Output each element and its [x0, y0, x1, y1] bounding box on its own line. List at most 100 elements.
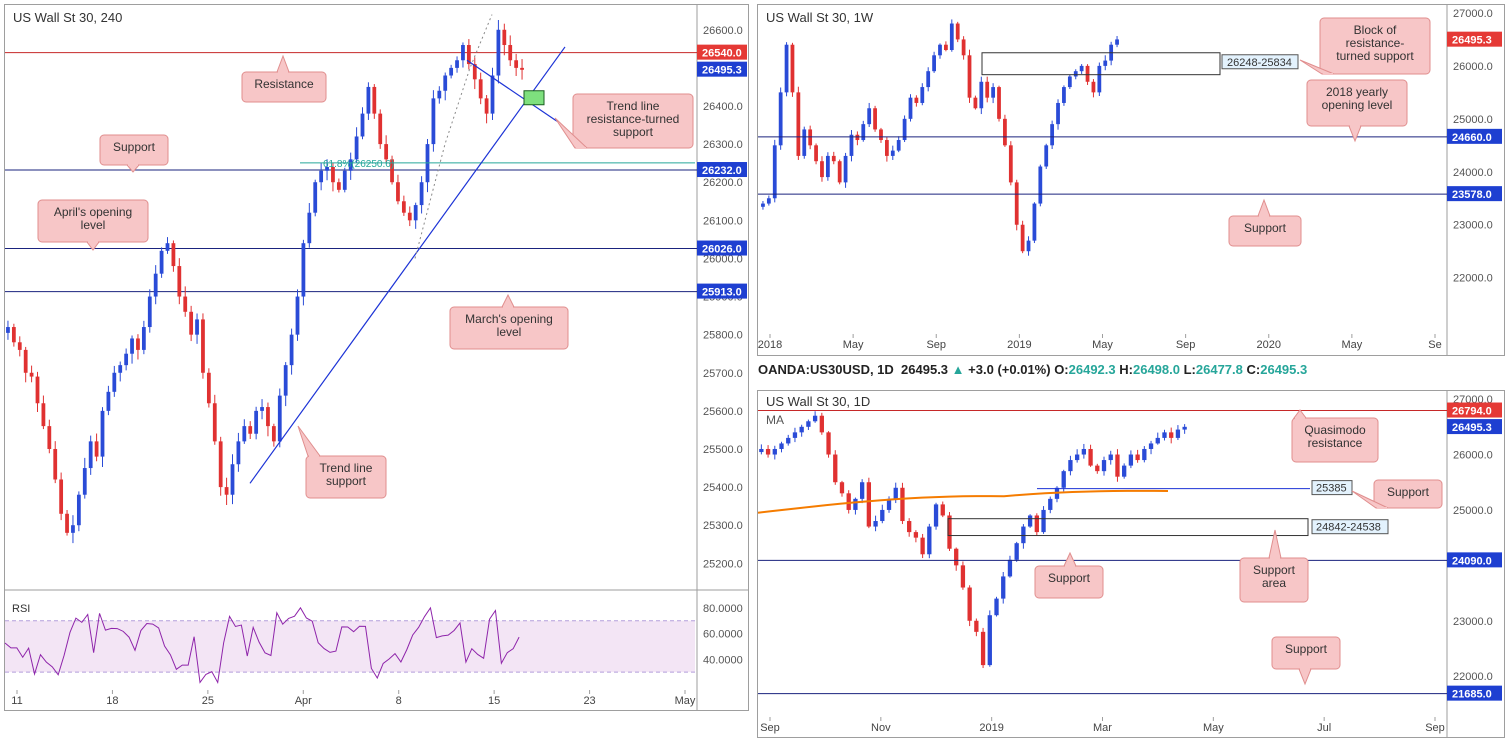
y-tick-label: 26400.0 — [703, 101, 743, 113]
chart-title: US Wall St 30, 240 — [13, 10, 122, 25]
candle-body — [449, 67, 454, 76]
candle-body — [94, 441, 99, 457]
candle-body — [938, 44, 942, 56]
candle-body — [814, 145, 818, 162]
candle-body — [1162, 432, 1167, 438]
candle-body — [336, 182, 341, 190]
candle-body — [76, 494, 81, 526]
candle-body — [266, 407, 270, 427]
candle-body — [765, 448, 771, 455]
candle-body — [159, 250, 164, 274]
callout-box — [1319, 17, 1431, 75]
rsi-label: RSI — [12, 603, 30, 615]
candle-body — [849, 134, 854, 156]
pane-frame — [4, 4, 749, 711]
candle-body — [118, 365, 123, 373]
candle-body — [802, 129, 807, 156]
candle-body — [189, 311, 194, 335]
candle-body — [65, 513, 69, 533]
callout-box — [1291, 417, 1379, 463]
price-tag-label: 23578.0 — [1452, 189, 1492, 201]
price-tag: 26794.0 — [1447, 402, 1502, 418]
candle-body — [913, 532, 919, 538]
callout-tip — [1298, 668, 1312, 686]
price-tag: 26232.0 — [697, 162, 747, 178]
y-tick-label: 25000.0 — [1453, 114, 1493, 126]
annotation-callout: Support — [1351, 479, 1443, 509]
candle-body — [248, 426, 253, 434]
candle-body — [812, 415, 818, 422]
candle-body — [218, 441, 223, 488]
callout-tip — [501, 293, 515, 308]
price-tag: 24660.0 — [1447, 128, 1502, 144]
candle-body — [520, 67, 524, 70]
candle-body — [295, 296, 300, 335]
chart-title: US Wall St 30, 1W — [766, 10, 874, 25]
candle-body — [301, 243, 306, 297]
candle-body — [372, 86, 377, 114]
trend-line-support — [249, 46, 566, 484]
quote-symbol: OANDA:US30USD, 1D — [758, 362, 894, 377]
candle-body — [313, 182, 318, 213]
candle-body — [206, 372, 211, 404]
quote-low: 26477.8 — [1195, 362, 1243, 377]
x-tick-label: Sep — [1176, 339, 1196, 351]
candle-body — [926, 71, 931, 88]
candle-body — [967, 55, 972, 98]
candle-body — [960, 565, 966, 588]
callout-text: Support — [1048, 571, 1091, 585]
price-tag-label: 26495.3 — [1452, 35, 1492, 47]
candle-body — [991, 87, 996, 98]
price-tag-label: 26540.0 — [702, 48, 742, 60]
x-tick-label: Apr — [295, 695, 312, 707]
quote-open-label: O: — [1054, 362, 1069, 377]
price-tag: 21685.0 — [1447, 685, 1502, 701]
candle-body — [896, 140, 901, 151]
price-tag-label: 26232.0 — [702, 165, 742, 177]
callout-text: Support — [1285, 642, 1328, 656]
price-tag-box — [1447, 402, 1502, 418]
price-tag-label: 26495.3 — [702, 65, 742, 77]
y-tick-label: 25600.0 — [703, 406, 743, 418]
callout-box — [572, 93, 694, 149]
callout-text: resistance-turned — [587, 112, 680, 126]
candle-body — [859, 482, 865, 499]
candle-body — [124, 353, 129, 366]
candle-body — [987, 615, 992, 666]
callout-text: resistance — [1308, 436, 1363, 450]
candle-body — [994, 598, 999, 616]
candle-body — [873, 521, 878, 527]
candle-body — [431, 98, 436, 145]
price-tag-label: 21685.0 — [1452, 689, 1492, 701]
callout-text: level — [81, 218, 106, 232]
candle-body — [1014, 543, 1019, 560]
x-tick-label: 8 — [396, 695, 402, 707]
candle-body — [886, 498, 892, 510]
quote-low-label: L: — [1183, 362, 1196, 377]
candle-body — [980, 631, 986, 666]
candle-body — [1020, 224, 1025, 252]
candle-body — [35, 376, 40, 404]
candle-body — [866, 482, 872, 527]
candle-body — [944, 44, 948, 51]
price-tag-label: 26026.0 — [702, 244, 742, 256]
x-tick-label: May — [843, 339, 864, 351]
price-tag: 26026.0 — [697, 240, 747, 256]
x-tick-label: 2020 — [1257, 339, 1281, 351]
candle-body — [1101, 460, 1107, 472]
candle-body — [1103, 60, 1108, 66]
candle-body — [472, 64, 477, 80]
trend-line-resistance — [466, 59, 558, 122]
price-tag-box — [1447, 419, 1502, 435]
candle-body — [141, 327, 146, 350]
x-tick-label: 11 — [11, 695, 22, 707]
candle-body — [1148, 443, 1154, 449]
y-tick-label: 26000.0 — [703, 253, 743, 265]
candle-body — [1175, 429, 1181, 438]
candle-body — [973, 97, 978, 109]
candle-body — [112, 372, 117, 392]
rsi-tick-label: 40.0000 — [703, 654, 743, 666]
